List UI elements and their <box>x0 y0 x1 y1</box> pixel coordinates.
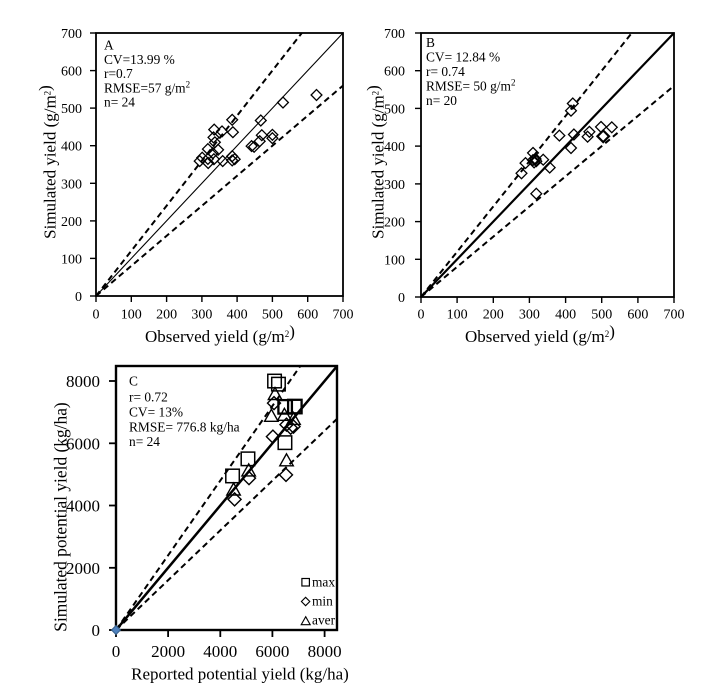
svg-text:RMSE= 50 g/m2: RMSE= 50 g/m2 <box>426 77 515 93</box>
svg-text:600: 600 <box>61 65 82 80</box>
svg-text:700: 700 <box>61 27 82 42</box>
svg-text:200: 200 <box>384 216 405 231</box>
svg-text:100: 100 <box>121 308 142 323</box>
svg-text:0: 0 <box>92 621 101 640</box>
svg-text:6000: 6000 <box>66 434 100 453</box>
svg-text:max: max <box>312 575 335 590</box>
svg-text:0: 0 <box>93 308 100 323</box>
svg-text:CV=13.99 %: CV=13.99 % <box>104 52 175 67</box>
svg-text:CV= 12.84 %: CV= 12.84 % <box>426 49 500 64</box>
svg-text:300: 300 <box>191 308 212 323</box>
svg-text:600: 600 <box>297 308 318 323</box>
svg-text:100: 100 <box>384 253 405 268</box>
svg-text:B: B <box>426 35 435 50</box>
svg-text:Simulated potential yield (kg/: Simulated potential yield (kg/ha) <box>51 402 71 632</box>
svg-text:100: 100 <box>61 252 82 267</box>
svg-text:700: 700 <box>333 308 354 323</box>
svg-text:500: 500 <box>61 102 82 117</box>
svg-text:300: 300 <box>384 178 405 193</box>
svg-text:4000: 4000 <box>203 642 237 661</box>
svg-text:700: 700 <box>664 308 685 323</box>
svg-text:n= 24: n= 24 <box>129 434 160 449</box>
svg-text:r=0.7: r=0.7 <box>104 66 133 81</box>
svg-text:RMSE= 776.8 kg/ha: RMSE= 776.8 kg/ha <box>129 420 240 435</box>
svg-text:300: 300 <box>519 308 540 323</box>
svg-text:200: 200 <box>61 215 82 230</box>
svg-text:2000: 2000 <box>151 642 185 661</box>
svg-text:100: 100 <box>447 308 468 323</box>
svg-text:8000: 8000 <box>66 372 100 391</box>
svg-text:Reported potential yield (kg/h: Reported potential yield (kg/ha) <box>131 665 349 684</box>
svg-text:300: 300 <box>61 177 82 192</box>
svg-text:0: 0 <box>418 308 425 323</box>
svg-text:600: 600 <box>384 65 405 80</box>
svg-text:0: 0 <box>398 291 405 306</box>
svg-text:n= 24: n= 24 <box>104 95 135 110</box>
svg-text:2000: 2000 <box>66 559 100 578</box>
svg-text:200: 200 <box>483 308 504 323</box>
svg-text:6000: 6000 <box>255 642 289 661</box>
svg-text:400: 400 <box>61 140 82 155</box>
svg-text:500: 500 <box>591 308 612 323</box>
svg-text:500: 500 <box>384 102 405 117</box>
svg-text:400: 400 <box>227 308 248 323</box>
svg-text:4000: 4000 <box>66 497 100 516</box>
svg-text:aver: aver <box>312 613 336 628</box>
svg-text:C: C <box>129 374 138 389</box>
svg-text:500: 500 <box>262 308 283 323</box>
svg-text:r= 0.74: r= 0.74 <box>426 64 465 79</box>
svg-text:600: 600 <box>627 308 648 323</box>
svg-text:CV= 13%: CV= 13% <box>129 405 183 420</box>
svg-text:200: 200 <box>156 308 177 323</box>
svg-text:min: min <box>312 594 333 609</box>
svg-text:400: 400 <box>384 140 405 155</box>
svg-text:A: A <box>104 38 114 53</box>
svg-text:n= 20: n= 20 <box>426 93 457 108</box>
svg-text:8000: 8000 <box>308 642 342 661</box>
svg-text:RMSE=57 g/m2: RMSE=57 g/m2 <box>104 79 190 95</box>
svg-text:0: 0 <box>112 642 121 661</box>
svg-text:400: 400 <box>555 308 576 323</box>
svg-text:0: 0 <box>75 290 82 305</box>
svg-text:r= 0.72: r= 0.72 <box>129 390 168 405</box>
svg-text:700: 700 <box>384 27 405 42</box>
